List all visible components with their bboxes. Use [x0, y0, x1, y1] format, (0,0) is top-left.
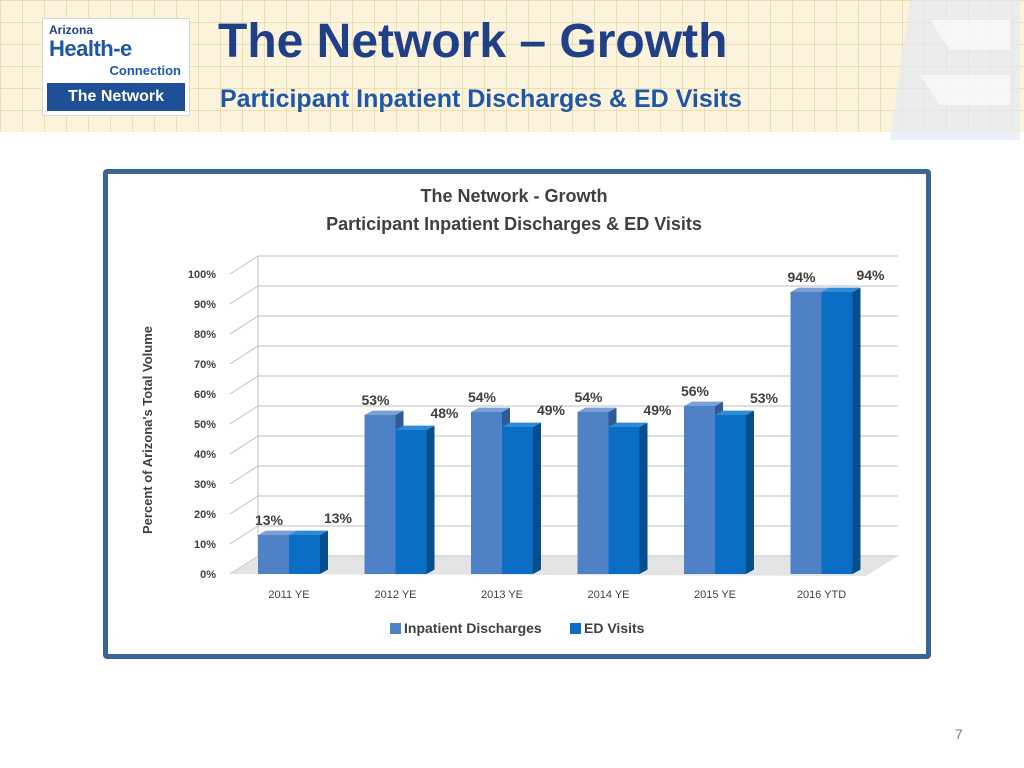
gridline-diagonal	[229, 255, 259, 275]
bar-ed	[715, 415, 746, 574]
data-label: 94%	[787, 269, 816, 285]
bar-top	[289, 530, 328, 535]
logo-text-health-e: Health-e	[49, 36, 132, 61]
data-label: 53%	[361, 392, 390, 408]
gridline-diagonal	[229, 495, 259, 515]
x-tick-label: 2014 YE	[587, 589, 629, 601]
gridline-diagonal	[229, 285, 259, 305]
x-tick-label: 2012 YE	[374, 589, 416, 601]
chart-subtitle: Participant Inpatient Discharges & ED Vi…	[326, 214, 702, 234]
data-label: 53%	[750, 390, 779, 406]
bar-inpatient	[364, 415, 396, 574]
y-tick-label: 0%	[200, 569, 216, 581]
bar-inpatient	[577, 412, 609, 574]
bar-ed	[608, 427, 640, 574]
bar-inpatient	[258, 535, 289, 574]
bar-top	[364, 410, 404, 415]
bar-ed	[502, 427, 533, 574]
data-label: 54%	[468, 389, 497, 405]
bar-top	[790, 287, 830, 292]
bar-chart: The Network - Growth Participant Inpatie…	[140, 186, 898, 636]
y-tick-label: 30%	[194, 479, 216, 491]
logo-text-connection: Connection	[109, 63, 182, 78]
data-label: 13%	[255, 512, 284, 528]
bar-top	[395, 425, 435, 430]
x-tick-label: 2016 YTD	[797, 589, 846, 601]
x-tick-label: 2015 YE	[694, 589, 736, 601]
y-tick-label: 40%	[194, 449, 216, 461]
logo-text-the-network: The Network	[47, 83, 185, 111]
legend-label: Inpatient Discharges	[404, 620, 542, 636]
gridline-diagonal	[229, 405, 259, 425]
legend-label: ED Visits	[584, 620, 645, 636]
bar-side	[639, 422, 648, 574]
y-tick-label: 10%	[194, 539, 216, 551]
bar-top	[471, 407, 510, 412]
legend-swatch-ed	[570, 623, 581, 634]
chart-title: The Network - Growth	[420, 186, 607, 206]
bar-inpatient	[471, 412, 502, 574]
bar-ed	[821, 292, 853, 574]
bar-side	[426, 425, 435, 574]
bar-side	[320, 530, 328, 574]
data-label: 13%	[324, 510, 353, 526]
y-tick-label: 60%	[194, 389, 216, 401]
bar-top	[258, 530, 297, 535]
bar-top	[821, 287, 861, 292]
y-tick-label: 80%	[194, 329, 216, 341]
bar-ed	[395, 430, 427, 574]
gridline-diagonal	[229, 465, 259, 485]
y-tick-label: 50%	[194, 419, 216, 431]
legend-swatch-inpatient	[390, 623, 401, 634]
data-label: 54%	[574, 389, 603, 405]
x-tick-label: 2011 YE	[268, 589, 309, 601]
data-label: 56%	[681, 383, 710, 399]
data-label: 49%	[537, 402, 566, 418]
bar-top	[684, 401, 723, 406]
bar-side	[852, 287, 861, 574]
gridline-diagonal	[229, 525, 259, 545]
bar-top	[577, 407, 617, 412]
logo-text-arizona: Arizona	[49, 23, 94, 37]
data-label: 94%	[856, 267, 885, 283]
gridline-diagonal	[229, 315, 259, 335]
bar-top	[608, 422, 648, 427]
page-number: 7	[955, 726, 963, 742]
y-axis-title: Percent of Arizona's Total Volume	[140, 326, 155, 534]
bar-top	[715, 410, 754, 415]
page-subtitle: Participant Inpatient Discharges & ED Vi…	[220, 85, 742, 113]
arizona-health-e-logo: Arizona Health-e Connection The Network	[42, 18, 190, 116]
x-tick-label: 2013 YE	[481, 589, 523, 601]
y-tick-label: 90%	[194, 299, 216, 311]
y-tick-label: 20%	[194, 509, 216, 521]
y-tick-label: 70%	[194, 359, 216, 371]
bar-side	[533, 422, 541, 574]
bar-top	[502, 422, 541, 427]
gridline-diagonal	[229, 345, 259, 365]
bar-side	[746, 410, 754, 574]
data-label: 48%	[430, 405, 459, 421]
bar-ed	[289, 535, 320, 574]
y-tick-label: 100%	[188, 269, 216, 281]
page-title: The Network – Growth	[218, 15, 728, 68]
bar-inpatient	[684, 406, 715, 574]
bar-inpatient	[790, 292, 822, 574]
gridline-diagonal	[229, 375, 259, 395]
decorative-e-graphic	[890, 0, 1020, 140]
data-label: 49%	[643, 402, 672, 418]
gridline-diagonal	[229, 435, 259, 455]
